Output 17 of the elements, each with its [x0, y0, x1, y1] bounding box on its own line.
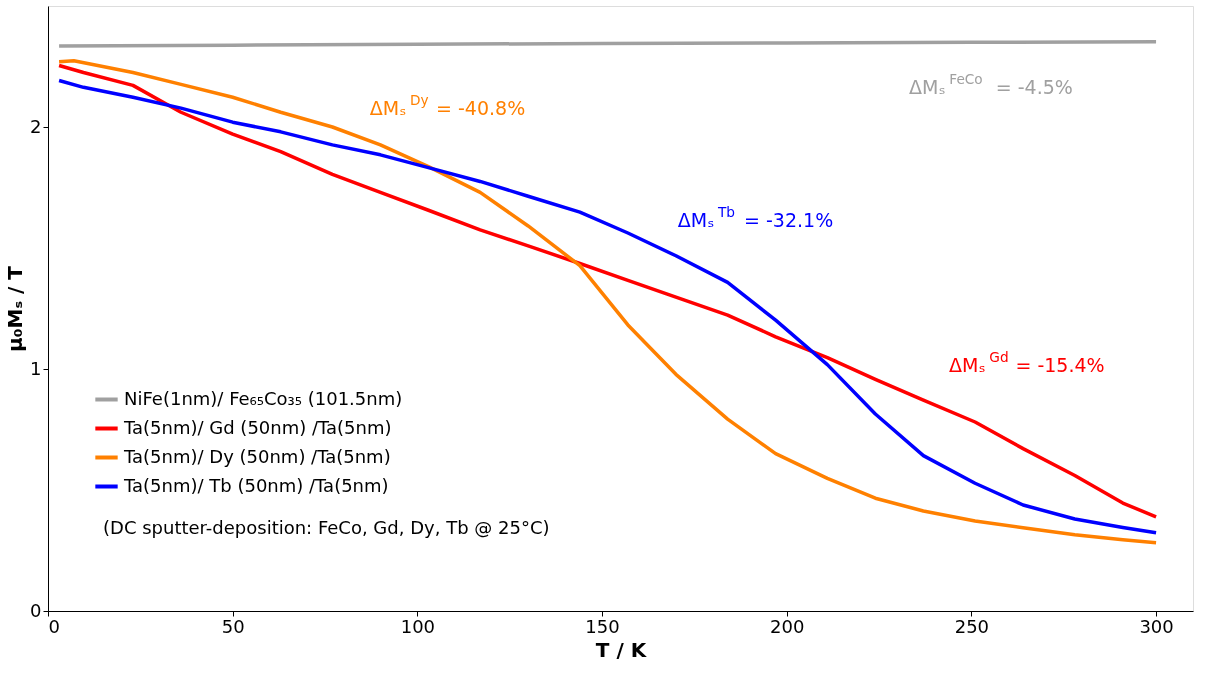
y-tick-label: 1	[30, 357, 42, 379]
x-tick-label: 250	[954, 615, 990, 637]
x-tick-label: 100	[400, 615, 436, 637]
x-axis-title: T / K	[595, 637, 648, 662]
y-tick-label: 0	[30, 599, 42, 621]
legend-label: Ta(5nm)/ Dy (50nm) /Ta(5nm)	[123, 445, 391, 467]
x-tick-label: 150	[585, 615, 620, 637]
legend-label: Ta(5nm)/ Tb (50nm) /Ta(5nm)	[123, 474, 389, 496]
legend-label: NiFe(1nm)/ Fe₆₅Co₃₅ (101.5nm)	[124, 387, 403, 409]
x-tick-label: 50	[221, 615, 245, 637]
y-tick-label: 2	[30, 115, 42, 137]
y-axis-title: μ₀Mₛ / T	[3, 265, 28, 352]
legend-label: Ta(5nm)/ Gd (50nm) /Ta(5nm)	[123, 416, 392, 438]
x-tick-label: 0	[48, 615, 60, 637]
x-tick-label: 300	[1139, 615, 1174, 637]
annotation: (DC sputter-deposition: FeCo, Gd, Dy, Tb @ 25°C)	[103, 517, 550, 539]
x-tick-label: 200	[770, 615, 805, 637]
